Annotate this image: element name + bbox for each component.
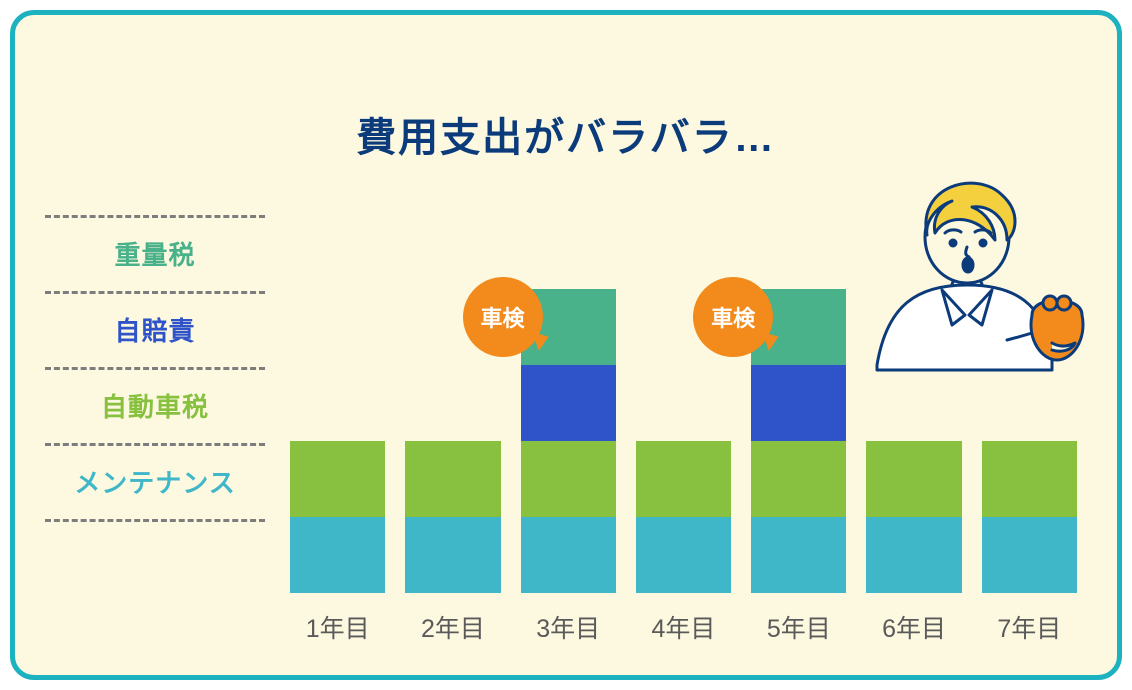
bar-stack	[405, 441, 500, 593]
bar-segment-car_tax	[751, 441, 846, 517]
bar-segment-maintenance	[405, 517, 500, 593]
legend: 重量税自賠責自動車税メンテナンス	[45, 215, 265, 519]
bar-segment-maintenance	[636, 517, 731, 593]
bar-segment-maintenance	[982, 517, 1077, 593]
bar-segment-liability_ins	[521, 365, 616, 441]
legend-row: メンテナンス	[45, 443, 265, 519]
x-axis-label: 3年目	[536, 609, 600, 645]
bar-column: 7年目	[982, 441, 1077, 645]
bar-column: 1年目	[290, 441, 385, 645]
bar-stack	[290, 441, 385, 593]
bar-segment-maintenance	[521, 517, 616, 593]
bar-stack	[636, 441, 731, 593]
x-axis-label: 5年目	[767, 609, 831, 645]
legend-label: 自動車税	[101, 387, 209, 424]
inspection-badge: 車検	[463, 277, 543, 357]
bar-column: 4年目	[636, 441, 731, 645]
inspection-badge: 車検	[693, 277, 773, 357]
bar-segment-car_tax	[866, 441, 961, 517]
x-axis-label: 4年目	[652, 609, 716, 645]
bar-column: 車検 5年目	[751, 289, 846, 645]
bar-stack	[866, 441, 961, 593]
bar-segment-maintenance	[290, 517, 385, 593]
bar-stack	[982, 441, 1077, 593]
legend-row: 自賠責	[45, 291, 265, 367]
bar-column: 車検 3年目	[521, 289, 616, 645]
legend-label: 自賠責	[114, 311, 195, 348]
legend-row: 自動車税	[45, 367, 265, 443]
x-axis-label: 6年目	[882, 609, 946, 645]
bar-segment-car_tax	[405, 441, 500, 517]
bar-segment-car_tax	[982, 441, 1077, 517]
x-axis-label: 2年目	[421, 609, 485, 645]
bar-column: 6年目	[866, 441, 961, 645]
bar-segment-car_tax	[290, 441, 385, 517]
bar-segment-car_tax	[521, 441, 616, 517]
bar-column: 2年目	[405, 441, 500, 645]
legend-row: 重量税	[45, 215, 265, 291]
x-axis-label: 1年目	[306, 609, 370, 645]
chart-title: 費用支出がバラバラ…	[15, 105, 1117, 163]
bar-stack: 車検	[521, 289, 616, 593]
bar-segment-car_tax	[636, 441, 731, 517]
bar-segment-liability_ins	[751, 365, 846, 441]
bar-stack: 車検	[751, 289, 846, 593]
bar-segment-maintenance	[751, 517, 846, 593]
chart-card: 費用支出がバラバラ… 重量税自賠責自動車税メンテナンス 1年目2年目車検3年目4…	[10, 10, 1122, 680]
legend-label: メンテナンス	[74, 463, 235, 500]
person-illustration-icon	[857, 165, 1087, 375]
legend-label: 重量税	[114, 235, 195, 272]
x-axis-label: 7年目	[997, 609, 1061, 645]
bar-segment-maintenance	[866, 517, 961, 593]
